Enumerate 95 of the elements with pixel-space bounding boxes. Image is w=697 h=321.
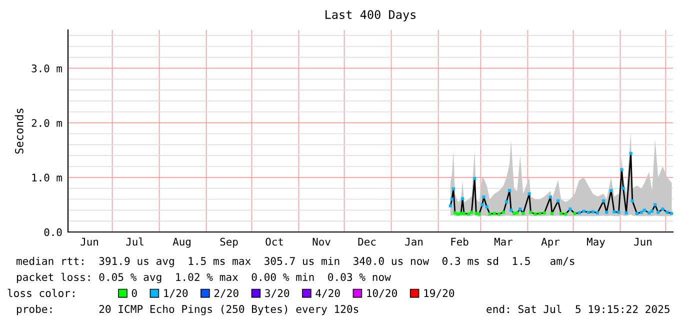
text: end: Sat Jul 5 19:15:22 2025 bbox=[486, 304, 670, 314]
point bbox=[528, 192, 531, 196]
y-tick-label: 1.0 m bbox=[32, 174, 62, 182]
point bbox=[640, 210, 644, 214]
x-tick-label: Apr bbox=[541, 238, 560, 248]
point bbox=[605, 210, 608, 214]
point bbox=[591, 210, 594, 214]
point bbox=[548, 196, 552, 199]
point bbox=[460, 197, 464, 200]
point bbox=[560, 212, 563, 215]
legend-label: 1/20 bbox=[164, 289, 188, 298]
x-tick-label: Feb bbox=[451, 238, 468, 246]
point bbox=[448, 204, 452, 208]
point bbox=[504, 200, 508, 204]
point bbox=[630, 199, 634, 202]
x-tick-label: Nov bbox=[312, 238, 330, 246]
point bbox=[508, 188, 512, 192]
x-tick-label: Jun bbox=[80, 238, 98, 246]
point bbox=[459, 212, 463, 215]
text: probe: 20 ICMP Echo Pings (250 Bytes) every 120s bbox=[16, 304, 358, 316]
point bbox=[542, 211, 546, 214]
point bbox=[497, 212, 500, 216]
point bbox=[564, 212, 568, 216]
point bbox=[610, 188, 613, 192]
x-tick-label: Jul bbox=[126, 238, 144, 246]
point bbox=[492, 212, 496, 215]
point bbox=[642, 208, 646, 212]
point bbox=[582, 210, 586, 213]
x-tick-label: Mar bbox=[494, 238, 512, 246]
point bbox=[470, 210, 474, 214]
legend-label: 2/20 bbox=[214, 289, 238, 298]
point bbox=[518, 208, 522, 211]
point bbox=[488, 212, 492, 216]
point bbox=[474, 212, 478, 215]
legend-label: 0 bbox=[132, 289, 137, 298]
point bbox=[467, 212, 470, 216]
text: packet loss: 0.05 % avg 1.02 % max 0.00 % min 0.03 % now bbox=[16, 272, 391, 284]
point bbox=[453, 211, 457, 214]
point bbox=[556, 199, 560, 202]
point bbox=[452, 187, 455, 190]
point bbox=[602, 199, 606, 202]
text: median rtt: 391.9 us avg 1.5 ms max 305.7 us min 340.0 us now 0.3 ms sd 1.5 am/s bbox=[16, 256, 574, 268]
point bbox=[670, 212, 673, 215]
line-series bbox=[450, 152, 672, 215]
point bbox=[620, 168, 624, 172]
legend-label: 4/20 bbox=[316, 289, 340, 298]
x-tick-label: May bbox=[587, 238, 605, 248]
point bbox=[654, 203, 657, 206]
point bbox=[478, 212, 481, 216]
point bbox=[661, 208, 664, 211]
x-tick-label: Jun bbox=[634, 238, 652, 246]
chart-title: Last 400 Days bbox=[326, 10, 416, 22]
y-tick-label: 0.0 bbox=[44, 228, 62, 236]
x-tick-label: Aug bbox=[172, 238, 190, 248]
point bbox=[482, 196, 486, 199]
point bbox=[666, 210, 669, 214]
x-tick-label: Sep bbox=[220, 238, 238, 248]
y-tick-label: 3.0 m bbox=[32, 64, 62, 72]
point bbox=[516, 211, 519, 214]
point bbox=[510, 208, 513, 212]
point bbox=[586, 210, 590, 214]
point bbox=[617, 210, 620, 214]
point bbox=[578, 211, 581, 214]
x-tick-label: Dec bbox=[358, 238, 376, 246]
point bbox=[635, 212, 638, 215]
point bbox=[612, 210, 616, 214]
point bbox=[522, 212, 525, 215]
point bbox=[485, 205, 488, 208]
point bbox=[573, 212, 576, 215]
point bbox=[450, 198, 454, 201]
point bbox=[622, 186, 625, 190]
x-tick-label: Oct bbox=[266, 238, 283, 246]
point bbox=[650, 210, 654, 213]
point bbox=[534, 212, 537, 216]
legend-label: 3/20 bbox=[265, 289, 290, 298]
legend-title: loss color: bbox=[8, 288, 74, 298]
point bbox=[529, 210, 532, 214]
point bbox=[512, 212, 516, 215]
point bbox=[538, 212, 542, 215]
y-axis-title: Seconds bbox=[14, 108, 24, 154]
point bbox=[624, 211, 628, 214]
y-tick-label: 2.0 m bbox=[32, 119, 62, 127]
point bbox=[462, 212, 466, 215]
x-tick-label: Jan bbox=[405, 238, 422, 246]
legend-label: 19/20 bbox=[424, 289, 454, 298]
point bbox=[629, 152, 632, 155]
point bbox=[656, 210, 660, 214]
legend-label: 10/20 bbox=[367, 289, 397, 298]
point bbox=[456, 212, 460, 216]
point bbox=[550, 212, 554, 215]
point bbox=[647, 211, 651, 214]
point bbox=[596, 211, 600, 214]
point bbox=[480, 203, 484, 206]
point bbox=[502, 210, 506, 214]
point bbox=[568, 208, 572, 211]
